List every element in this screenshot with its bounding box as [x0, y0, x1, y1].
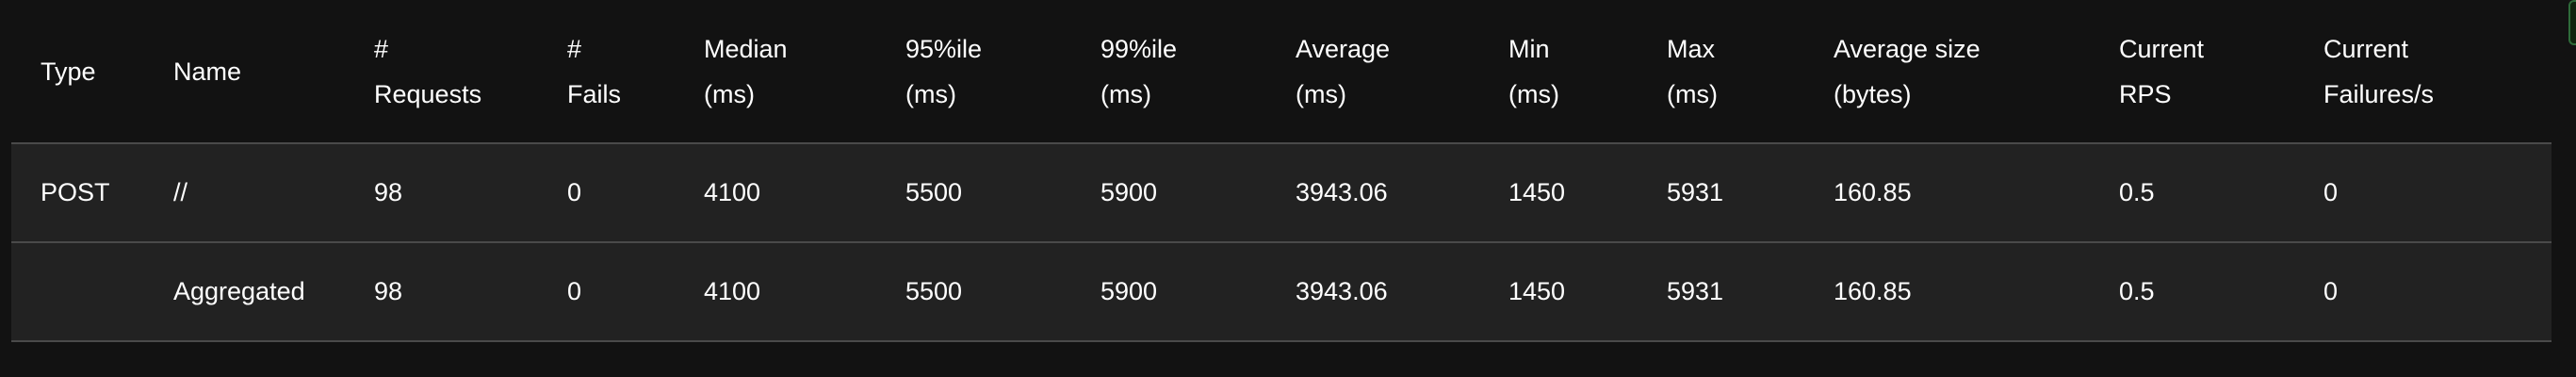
column-header-average[interactable]: Average (ms): [1266, 0, 1479, 144]
cell-requests: 98: [345, 242, 538, 342]
cell-95-percentile: 5500: [876, 242, 1071, 342]
cell-95-percentile: 5500: [876, 143, 1071, 243]
cell-requests: 98: [345, 143, 538, 243]
column-header-95-percentile[interactable]: 95%ile (ms): [876, 0, 1071, 144]
cell-average: 3943.06: [1266, 242, 1479, 342]
column-header-current-failures[interactable]: Current Failures/s: [2294, 0, 2552, 144]
table-row: POST // 98 0 4100 5500 5900 3943.06 1450…: [11, 143, 2552, 243]
cell-current-rps: 0.5: [2090, 242, 2294, 342]
cell-max: 5931: [1638, 242, 1804, 342]
table-row-aggregated: Aggregated 98 0 4100 5500 5900 3943.06 1…: [11, 242, 2552, 342]
cell-min: 1450: [1479, 242, 1638, 342]
column-header-name[interactable]: Name: [144, 0, 345, 144]
cell-current-failures: 0: [2294, 242, 2552, 342]
cell-average-size: 160.85: [1804, 143, 2090, 243]
column-header-99-percentile[interactable]: 99%ile (ms): [1071, 0, 1266, 144]
column-header-median[interactable]: Median (ms): [675, 0, 876, 144]
cell-max: 5931: [1638, 143, 1804, 243]
table-header-row: Type Name # Requests # Fails Median (ms) 95…: [11, 0, 2552, 144]
cell-median: 4100: [675, 242, 876, 342]
cell-99-percentile: 5900: [1071, 143, 1266, 243]
column-header-average-size[interactable]: Average size (bytes): [1804, 0, 2090, 144]
cell-name: Aggregated: [144, 242, 345, 342]
side-panel-tab[interactable]: [2568, 0, 2576, 45]
column-header-current-rps[interactable]: Current RPS: [2090, 0, 2294, 144]
cell-average: 3943.06: [1266, 143, 1479, 243]
cell-current-rps: 0.5: [2090, 143, 2294, 243]
column-header-requests[interactable]: # Requests: [345, 0, 538, 144]
cell-average-size: 160.85: [1804, 242, 2090, 342]
column-header-min[interactable]: Min (ms): [1479, 0, 1638, 144]
cell-fails: 0: [538, 242, 675, 342]
column-header-max[interactable]: Max (ms): [1638, 0, 1804, 144]
cell-fails: 0: [538, 143, 675, 243]
cell-99-percentile: 5900: [1071, 242, 1266, 342]
cell-median: 4100: [675, 143, 876, 243]
cell-name: //: [144, 143, 345, 243]
cell-type: [11, 242, 144, 342]
cell-min: 1450: [1479, 143, 1638, 243]
request-statistics-table: Type Name # Requests # Fails Median (ms) 95…: [11, 0, 2552, 342]
column-header-type[interactable]: Type: [11, 0, 144, 144]
column-header-fails[interactable]: # Fails: [538, 0, 675, 144]
cell-type: POST: [11, 143, 144, 243]
cell-current-failures: 0: [2294, 143, 2552, 243]
